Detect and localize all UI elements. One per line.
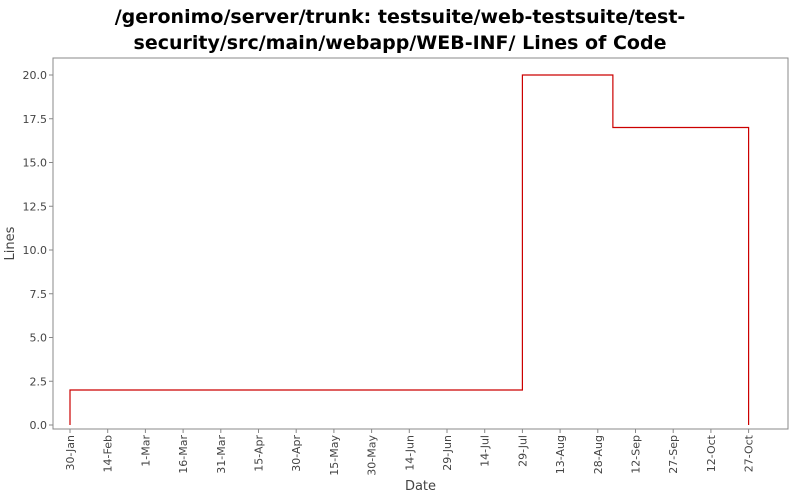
chart-title-line-1: /geronimo/server/trunk: testsuite/web-te…: [114, 6, 686, 28]
x-tick-label: 13-Aug: [554, 435, 567, 474]
y-tick-label: 2.5: [30, 375, 48, 388]
x-axis-label: Date: [405, 479, 436, 494]
y-tick-label: 20.0: [23, 69, 48, 82]
y-tick-label: 12.5: [23, 200, 48, 213]
series-line: [69, 74, 750, 425]
series-layer: [69, 74, 750, 426]
plot-area: [52, 57, 789, 430]
x-tick-label: 12-Sep: [630, 435, 643, 474]
x-tick-label: 27-Sep: [667, 435, 680, 474]
chart-title-line-2: security/src/main/webapp/WEB-INF/ Lines …: [133, 32, 667, 54]
x-tick-label: 30-Apr: [290, 435, 303, 472]
x-tick-label: 30-Jan: [64, 435, 77, 471]
y-tick-label: 17.5: [23, 113, 48, 126]
x-tick-label: 12-Oct: [705, 434, 718, 472]
x-axis: 30-Jan 14-Feb 1-Mar 16-Mar 31-Mar 15-Apr 30-Ap…: [64, 429, 756, 476]
x-tick-label: 14-Jul: [479, 435, 492, 467]
y-tick-label: 10.0: [23, 244, 48, 257]
x-tick-label: 29-Jul: [516, 435, 529, 467]
x-tick-label: 30-May: [366, 435, 379, 476]
x-tick-label: 28-Aug: [592, 435, 605, 474]
x-tick-label: 31-Mar: [215, 435, 228, 474]
y-tick-label: 15.0: [23, 157, 48, 170]
x-tick-label: 14-Jun: [403, 435, 416, 471]
x-tick-label: 14-Feb: [102, 435, 115, 472]
x-tick-label: 15-May: [328, 435, 341, 476]
x-tick-label: 29-Jun: [441, 435, 454, 471]
chart-title: /geronimo/server/trunk: testsuite/web-te…: [0, 4, 800, 56]
y-tick-label: 5.0: [30, 332, 48, 345]
y-tick-label: 7.5: [30, 288, 48, 301]
x-tick-label: 16-Mar: [177, 435, 190, 474]
x-tick-label: 15-Apr: [253, 435, 266, 472]
y-tick-label: 0.0: [30, 419, 48, 432]
y-axis-label: Lines: [3, 226, 18, 260]
x-tick-label: 1-Mar: [139, 435, 152, 467]
y-axis: 0.0 2.5 5.0 7.5 10.0 12.5 15.0 17.5 20.0: [23, 69, 53, 432]
x-tick-label: 27-Oct: [743, 434, 756, 472]
